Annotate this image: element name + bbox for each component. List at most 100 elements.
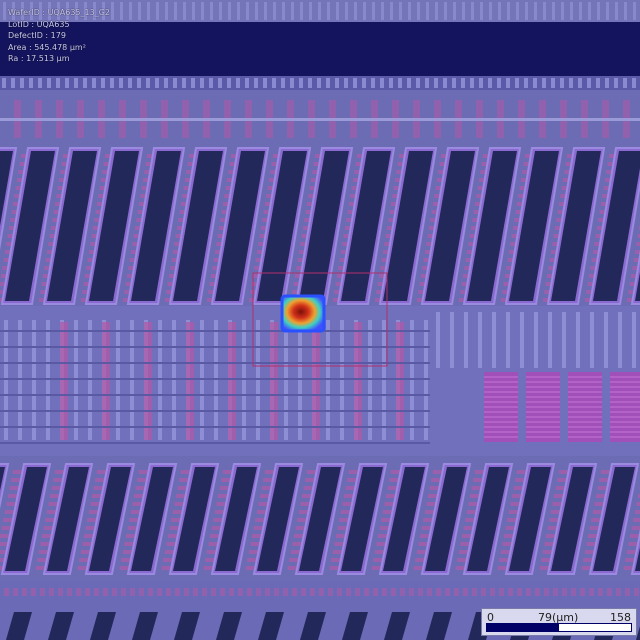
top-comb-tick xyxy=(290,78,294,88)
metal-comb xyxy=(214,510,225,514)
top-comb-tick xyxy=(120,2,123,20)
bottom-comb xyxy=(184,588,189,596)
metal-pad-stripe xyxy=(526,386,560,388)
metal-comb xyxy=(210,534,220,538)
top-comb-tick xyxy=(407,78,411,88)
top-comb-tick xyxy=(344,78,348,88)
metal-pad-stripe xyxy=(526,396,560,398)
top-comb-tick xyxy=(110,78,114,88)
metal-comb xyxy=(376,542,387,546)
metal-comb xyxy=(205,558,216,562)
metal-comb xyxy=(247,558,258,562)
metal-comb xyxy=(95,478,106,482)
top-comb-tick xyxy=(497,78,501,88)
top-comb-tick xyxy=(11,78,15,88)
metal-comb xyxy=(636,502,640,506)
upper-trench xyxy=(383,151,433,301)
bottom-comb xyxy=(256,588,261,596)
lower-trench xyxy=(215,467,257,571)
lower-trench xyxy=(299,467,341,571)
logic-rail xyxy=(0,410,430,412)
lower-trench xyxy=(383,467,425,571)
upper-trench xyxy=(635,272,640,301)
bottom-comb xyxy=(265,588,270,596)
bottom-trench xyxy=(342,612,368,640)
metal-comb xyxy=(135,486,146,490)
metal-pad-stripe xyxy=(610,431,640,433)
metal-comb xyxy=(381,518,392,522)
metal-comb xyxy=(348,470,359,474)
metal-comb xyxy=(429,486,440,490)
lower-trench xyxy=(173,467,215,571)
bottom-trench xyxy=(216,612,242,640)
metal-pad-stripe xyxy=(484,416,518,418)
metal-pad-stripe xyxy=(610,396,640,398)
top-comb-pattern xyxy=(2,2,636,88)
area-label: Area : 545.478 µm² xyxy=(8,42,86,52)
metal-comb xyxy=(169,526,180,530)
top-comb-tick xyxy=(30,2,33,20)
top-comb-tick xyxy=(560,78,564,88)
metal-comb xyxy=(458,550,469,554)
top-comb-tick xyxy=(255,2,258,20)
bottom-comb xyxy=(148,588,153,596)
bottom-comb xyxy=(319,588,324,596)
metal-comb xyxy=(468,502,479,506)
lower-trench xyxy=(131,467,173,571)
top-comb-tick xyxy=(119,78,123,88)
metal-comb xyxy=(42,534,52,538)
metal-comb xyxy=(455,566,466,570)
defect-region-box[interactable] xyxy=(252,272,388,367)
logic-rail xyxy=(0,442,430,444)
metal-comb xyxy=(203,566,214,570)
top-comb-tick xyxy=(83,78,87,88)
metal-comb xyxy=(513,486,524,490)
upper-trench xyxy=(47,151,97,301)
wafer-id-label: WaferID : UQA635_13_G2 xyxy=(8,8,110,17)
top-comb-tick xyxy=(470,78,474,88)
top-comb-tick xyxy=(155,78,159,88)
lower-trench xyxy=(509,467,551,571)
bottom-comb xyxy=(94,588,99,596)
metal-comb xyxy=(336,534,346,538)
logic-line xyxy=(492,312,496,368)
metal-comb xyxy=(623,566,634,570)
bottom-comb xyxy=(346,588,351,596)
top-comb-tick xyxy=(389,78,393,88)
metal-comb xyxy=(625,558,636,562)
metal-comb xyxy=(473,478,484,482)
metal-comb xyxy=(79,558,90,562)
metal-comb xyxy=(631,526,640,530)
top-comb-tick xyxy=(218,78,222,88)
metal-comb xyxy=(374,550,385,554)
top-comb-tick xyxy=(93,2,96,20)
metal-comb xyxy=(294,534,304,538)
bottom-comb xyxy=(490,588,495,596)
bottom-trench xyxy=(174,612,200,640)
metal-comb xyxy=(261,486,272,490)
bottom-comb xyxy=(301,588,306,596)
bottom-comb xyxy=(580,588,585,596)
bottom-trench xyxy=(132,612,158,640)
metal-comb xyxy=(588,534,598,538)
logic-rail xyxy=(0,378,430,380)
metal-comb xyxy=(211,526,222,530)
metal-pad-stripe xyxy=(568,381,602,383)
metal-comb xyxy=(581,566,592,570)
bottom-comb xyxy=(436,588,441,596)
logic-line xyxy=(436,312,440,368)
defect-heatmap[interactable] xyxy=(280,294,326,333)
top-comb-tick xyxy=(578,78,582,88)
bottom-comb xyxy=(337,588,342,596)
logic-line xyxy=(450,312,454,368)
metal-comb xyxy=(420,534,430,538)
metal-comb xyxy=(597,486,608,490)
metal-comb xyxy=(253,526,264,530)
metal-comb xyxy=(119,566,130,570)
logic-metal xyxy=(228,322,236,440)
top-comb-tick xyxy=(57,2,60,20)
metal-comb xyxy=(342,502,353,506)
top-comb-tick xyxy=(587,78,591,88)
bottom-comb xyxy=(211,588,216,596)
top-comb-tick xyxy=(444,2,447,20)
